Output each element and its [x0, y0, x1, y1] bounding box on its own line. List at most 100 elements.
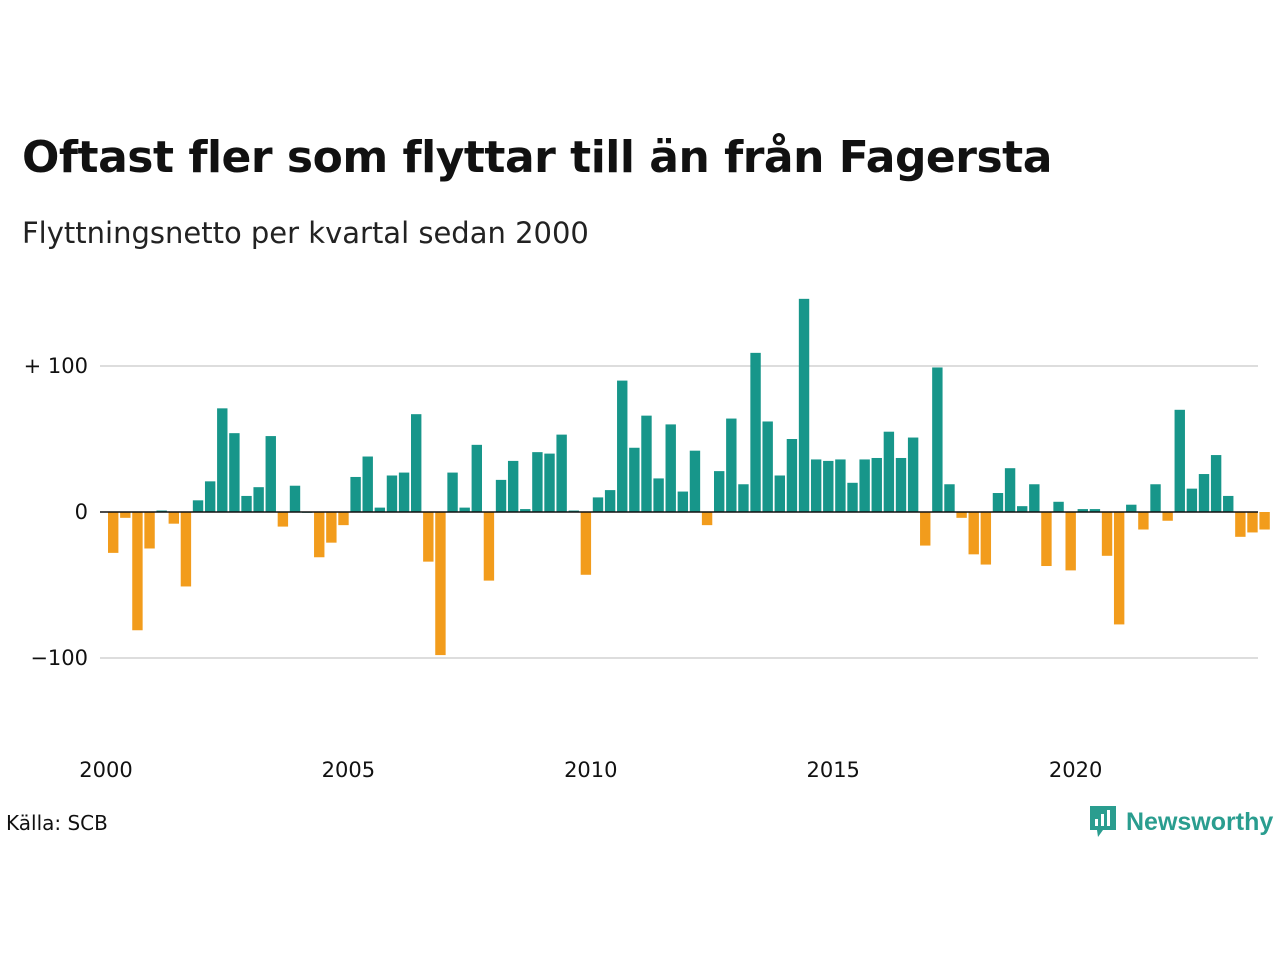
bar: [1198, 474, 1210, 512]
bar: [1247, 512, 1258, 533]
bar: [386, 475, 398, 512]
y-tick-label: + 100: [24, 354, 88, 378]
bar: [132, 512, 143, 631]
bar: [701, 512, 713, 526]
bar: [471, 444, 482, 512]
bar: [411, 414, 422, 512]
bar: [289, 485, 301, 512]
newsworthy-brand: Newsworthy: [1088, 804, 1273, 840]
x-tick-label: 2015: [806, 758, 859, 782]
bar: [241, 495, 252, 512]
bar: [859, 459, 870, 512]
bar: [459, 507, 470, 512]
bar: [253, 487, 264, 512]
bar: [907, 437, 919, 512]
bar: [871, 457, 882, 512]
bar: [1138, 512, 1149, 530]
bar: [980, 512, 992, 565]
bar: [217, 408, 228, 512]
bar: [1101, 512, 1113, 556]
chart-subtitle: Flyttningsnetto per kvartal sedan 2000: [22, 216, 589, 250]
x-tick-label: 2010: [564, 758, 617, 782]
bar: [1162, 512, 1173, 521]
bar: [726, 418, 737, 512]
bar: [1029, 484, 1040, 512]
bar-chart: + 100 0 −100 2000 2005 2010 2015 2020: [24, 298, 1270, 782]
bar: [932, 367, 943, 512]
bar: [823, 460, 834, 512]
bar: [1174, 409, 1185, 512]
bar: [592, 497, 604, 512]
bar: [956, 512, 967, 518]
bar: [653, 478, 664, 512]
newsworthy-logo-icon: [1090, 806, 1116, 837]
bar: [1126, 504, 1137, 512]
bar: [1150, 484, 1161, 512]
bar: [495, 479, 507, 512]
bar: [895, 457, 907, 512]
bar: [435, 512, 446, 656]
bar: [762, 421, 773, 512]
bar: [350, 476, 361, 512]
bar: [1186, 488, 1198, 512]
bar: [108, 512, 119, 553]
bar: [338, 512, 349, 526]
bar: [314, 512, 325, 558]
bar: [992, 493, 1004, 512]
chart-title: Oftast fler som flyttar till än från Fag…: [22, 132, 1052, 183]
bar: [447, 472, 458, 512]
bar: [1235, 512, 1246, 537]
bar: [120, 512, 131, 518]
x-tick-label: 2000: [79, 758, 132, 782]
bar: [689, 450, 701, 512]
bar: [144, 512, 155, 549]
x-tick-label: 2020: [1049, 758, 1102, 782]
bar: [738, 484, 749, 512]
bar: [1210, 455, 1222, 512]
bar: [532, 452, 543, 512]
bar: [1259, 512, 1270, 530]
bar: [1053, 501, 1064, 512]
bar: [423, 512, 434, 562]
bar: [714, 471, 725, 512]
bar: [786, 439, 798, 512]
bar: [1041, 512, 1052, 567]
bar: [641, 415, 652, 512]
bar: [1223, 495, 1234, 512]
bar: [1113, 512, 1125, 625]
bar: [798, 298, 810, 512]
y-tick-label: −100: [30, 646, 88, 670]
bar: [677, 491, 689, 512]
bar: [883, 431, 895, 512]
bar: [580, 512, 592, 575]
bar: [1017, 506, 1028, 512]
bar: [1004, 468, 1016, 512]
bar: [556, 434, 567, 512]
y-tick-label: 0: [75, 500, 88, 524]
bar: [507, 460, 519, 512]
bar: [544, 453, 555, 512]
bar: [629, 447, 640, 512]
bar: [1077, 509, 1088, 512]
bar: [750, 352, 761, 512]
bar: [180, 512, 192, 587]
bar: [810, 459, 822, 512]
bar: [617, 380, 628, 512]
bar: [326, 512, 337, 543]
bar: [168, 512, 179, 524]
bar: [665, 424, 676, 512]
source-note: Källa: SCB: [6, 811, 108, 835]
brand-name: Newsworthy: [1126, 807, 1274, 836]
bar: [398, 472, 410, 512]
bar: [229, 433, 240, 512]
bar: [968, 512, 979, 555]
bar: [1065, 512, 1076, 571]
bar: [483, 512, 495, 581]
bar: [374, 507, 386, 512]
bar: [835, 459, 846, 512]
bar: [847, 482, 858, 512]
bar: [520, 509, 531, 512]
bar: [265, 436, 276, 512]
bar: [204, 481, 216, 512]
bar: [362, 456, 373, 512]
